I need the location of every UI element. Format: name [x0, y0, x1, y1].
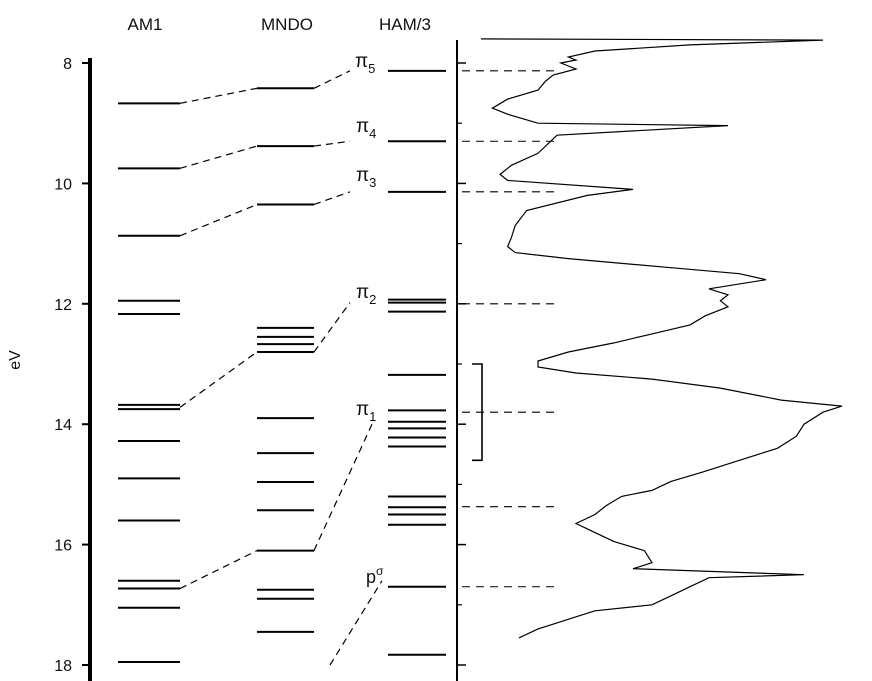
- band-bracket: [472, 363, 483, 462]
- photoelectron-spectrum-trace: [480, 38, 843, 639]
- correlation-line: [313, 191, 351, 206]
- correlation-line: [313, 70, 351, 89]
- correlation-line: [179, 87, 258, 104]
- correlation-line: [179, 145, 258, 169]
- correlation-line: [329, 580, 383, 666]
- header-am1: AM1: [128, 15, 163, 34]
- correlation-line: [179, 351, 258, 408]
- label-pi1: π1: [356, 399, 376, 424]
- correlation-line: [313, 423, 373, 551]
- axis-label-ev: eV: [7, 350, 24, 370]
- label-pi2: π2: [356, 282, 376, 307]
- correlation-line: [313, 140, 351, 147]
- ev-tick-label: 16: [54, 538, 72, 555]
- correlation-line: [179, 203, 258, 237]
- ev-tick-label: 12: [54, 297, 72, 314]
- label-pi5: π5: [355, 51, 375, 76]
- ev-tick-label: 8: [63, 56, 72, 73]
- ev-tick-label: 18: [54, 658, 72, 675]
- label-pi4: π4: [356, 116, 376, 141]
- header-ham3: HAM/3: [379, 15, 431, 34]
- label-p-sigma: pσ: [366, 564, 384, 587]
- correlation-line: [179, 550, 258, 590]
- ev-tick-label: 10: [54, 176, 72, 193]
- correlation-line: [313, 302, 351, 353]
- ev-tick-label: 14: [54, 417, 72, 434]
- header-mndo: MNDO: [261, 15, 313, 34]
- label-pi3: π3: [356, 165, 376, 190]
